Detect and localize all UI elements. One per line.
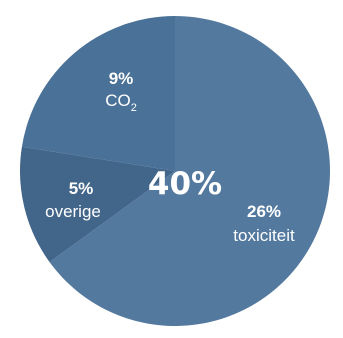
slice-label-overige-name: overige bbox=[45, 202, 101, 221]
co2-base-text: CO bbox=[105, 91, 131, 110]
center-value-label: 40% bbox=[148, 166, 222, 202]
slice-label-overige-value: 5% bbox=[69, 179, 94, 198]
co2-subscript-text: 2 bbox=[131, 102, 137, 114]
slice-label-co2-value: 9% bbox=[109, 69, 134, 88]
slice-label-toxiciteit-value: 26% bbox=[247, 202, 281, 221]
slice-label-toxiciteit-name: toxiciteit bbox=[233, 226, 295, 245]
pie-slice-co2 bbox=[22, 16, 175, 171]
